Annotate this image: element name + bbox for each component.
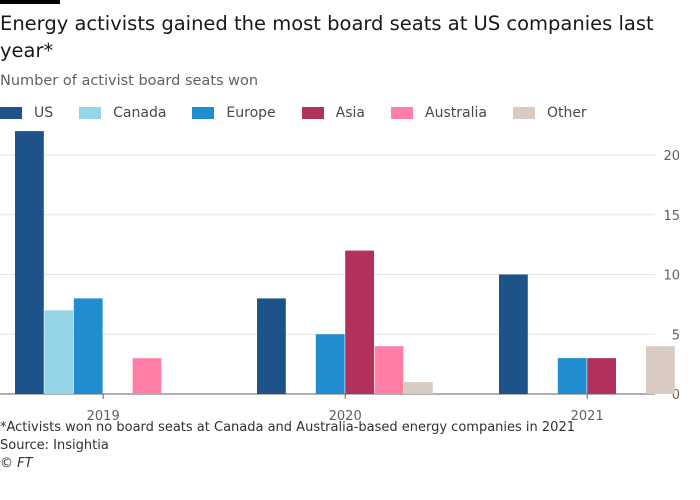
legend-label: Australia [425,105,487,121]
bar-europe-2021 [557,358,587,394]
legend-label: Europe [226,105,276,121]
bar-australia-2019 [132,358,162,394]
ft-brand-bar [0,0,60,4]
bar-chart: 0 5 10 15 20 2019 2020 2021 [0,131,680,424]
bar-australia-2020 [374,346,404,394]
footnote: *Activists won no board seats at Canada … [0,420,575,435]
bar-asia-2021 [587,358,616,394]
y-tick-label: 5 [672,328,680,343]
legend-label: US [34,105,54,121]
legend-label: Other [546,105,587,121]
legend-item: US [0,105,53,121]
legend-item: Canada [79,105,166,121]
bar-canada-2019 [44,310,74,394]
source: Source: Insightia [0,438,109,453]
legend-item: Australia [391,105,487,121]
legend-swatch [391,107,413,119]
bar-us-2019 [15,131,44,394]
legend-label: Canada [113,105,167,121]
y-tick-label: 0 [672,388,680,403]
legend-swatch [192,107,215,119]
legend-label: Asia [335,105,365,121]
legend-item: Europe [192,105,276,121]
bar-us-2021 [499,274,528,394]
credit: © FT [0,456,33,471]
bar-us-2020 [257,298,286,394]
legend-swatch [512,107,535,119]
y-tick-label: 20 [663,149,680,164]
x-tick-label: 2019 [87,409,120,424]
legend: US Canada Europe Asia Australia Other [0,105,613,121]
y-tick-label: 10 [663,269,680,284]
bar-europe-2020 [315,334,345,394]
legend-swatch [301,107,324,119]
y-tick-label: 15 [663,209,680,224]
legend-swatch [79,107,102,119]
x-tick-label: 2021 [571,409,604,424]
legend-item: Asia [301,105,365,121]
legend-swatch [0,107,22,119]
bar-other-2021 [646,346,675,394]
chart-title: Energy activists gained the most board s… [0,12,654,62]
bar-europe-2019 [73,298,103,394]
chart-subtitle: Number of activist board seats won [0,73,259,89]
x-tick-label: 2020 [329,409,362,424]
legend-item: Other [512,105,587,121]
bar-asia-2020 [345,250,374,394]
bar-other-2020 [404,382,433,394]
